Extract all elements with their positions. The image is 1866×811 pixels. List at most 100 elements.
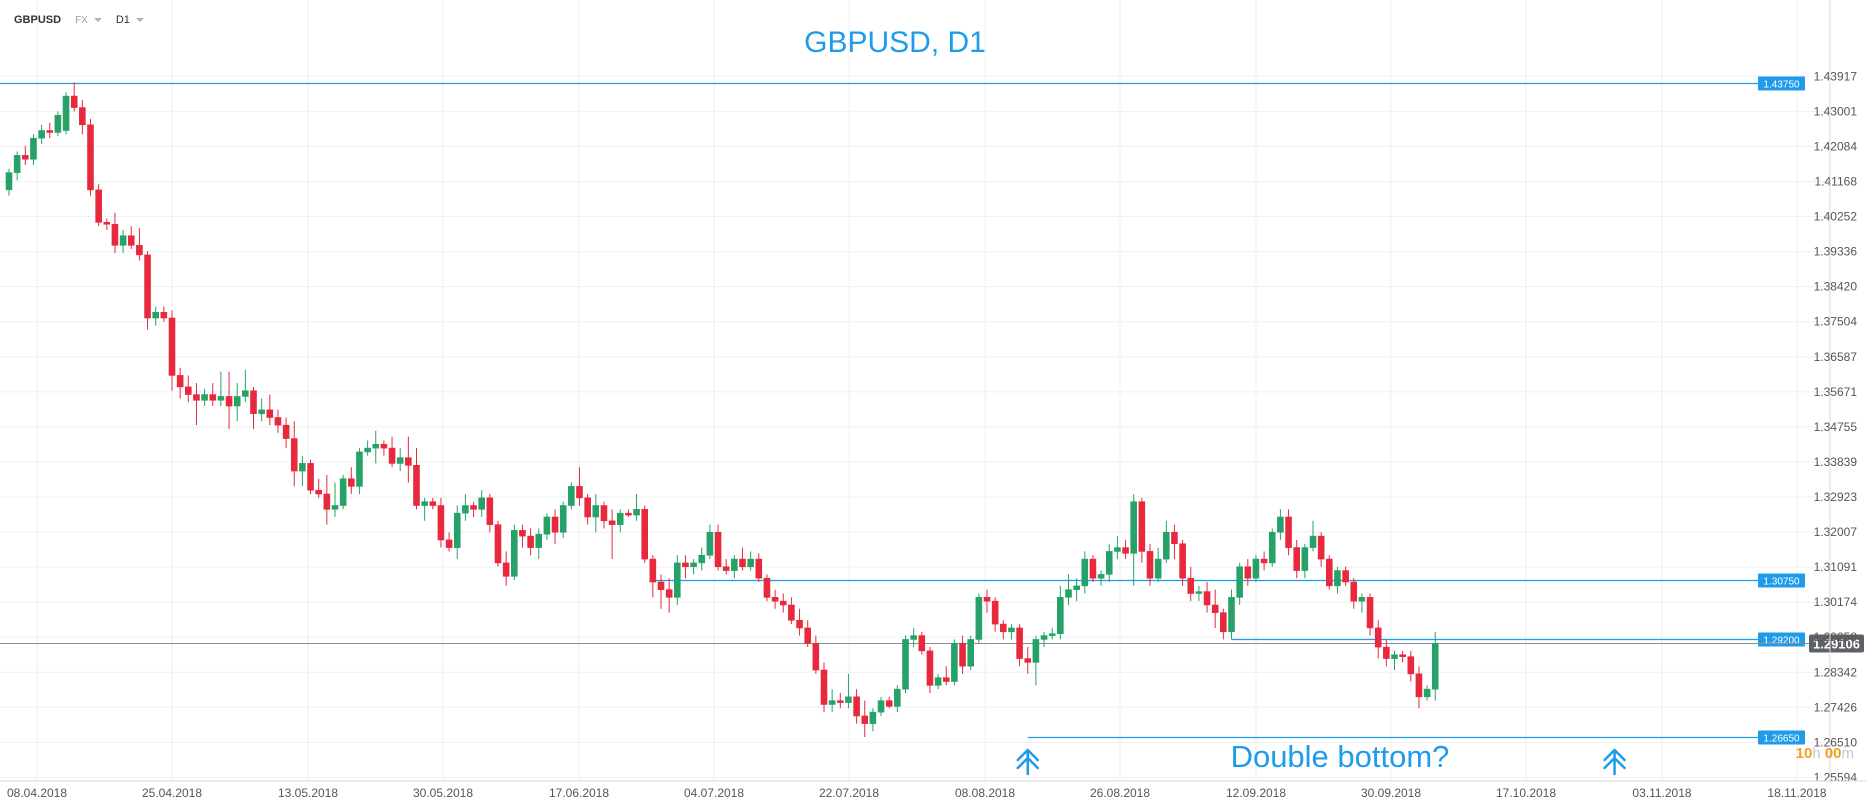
candle-body-up xyxy=(13,155,21,173)
x-tick-label: 17.10.2018 xyxy=(1496,786,1556,800)
level-badge-label: 1.29200 xyxy=(1763,636,1800,647)
candle-body-up xyxy=(372,443,380,449)
candle-body-down xyxy=(1220,612,1227,633)
candle-body-down xyxy=(445,539,453,548)
candle-body-up xyxy=(217,396,225,401)
candle-body-down xyxy=(1146,551,1154,579)
candle-body-down xyxy=(788,604,795,621)
candle-body-down xyxy=(991,600,999,625)
candle-body-down xyxy=(625,512,632,516)
level-badge xyxy=(1758,730,1805,745)
candle-body-up xyxy=(633,509,640,516)
up-arrow-icon xyxy=(1603,748,1626,776)
y-tick-label: 1.30174 xyxy=(1814,595,1858,609)
candle-body-down xyxy=(959,642,966,667)
candle-body-down xyxy=(942,677,950,682)
candle-body-up xyxy=(364,447,371,453)
candle-body-down xyxy=(1122,547,1129,554)
candle-body-up xyxy=(845,696,852,703)
candle-body-up xyxy=(1105,551,1113,575)
candle-body-down xyxy=(739,558,746,568)
candle-body-down xyxy=(437,505,445,541)
candle-body-up xyxy=(568,486,575,506)
candle-body-up xyxy=(1431,642,1439,690)
candle-body-down xyxy=(282,424,290,439)
countdown-hours-unit: h xyxy=(1812,745,1821,762)
candle-body-up xyxy=(1073,585,1080,590)
candle-body-down xyxy=(193,394,200,401)
candle-body-down xyxy=(836,700,844,703)
candle-body-up xyxy=(62,95,70,131)
candle-body-up xyxy=(1195,591,1203,594)
candle-body-down xyxy=(665,589,673,598)
candle-body-down xyxy=(502,562,510,577)
candle-body-down xyxy=(1211,604,1219,613)
level-lines: 1.43750 1.30750 1.29200 1.26650 1.29106 xyxy=(0,76,1864,745)
candle-body-down xyxy=(290,438,298,472)
candle-body-down xyxy=(1244,566,1252,579)
x-tick-label: 30.05.2018 xyxy=(413,786,473,800)
candle-body-down xyxy=(885,700,893,707)
candle-body-down xyxy=(796,619,803,629)
candle-body-up xyxy=(1358,597,1366,602)
x-tick-label: 17.06.2018 xyxy=(549,786,609,800)
candle-body-down xyxy=(1179,543,1186,579)
candle-body-up xyxy=(747,558,754,568)
candle-body-down xyxy=(168,317,176,376)
candle-body-down xyxy=(405,457,412,466)
candle-body-down xyxy=(323,493,331,510)
y-tick-label: 1.27426 xyxy=(1814,700,1858,714)
candle-body-up xyxy=(1154,558,1162,579)
candle-body-down xyxy=(771,597,779,602)
candle-body-up xyxy=(453,512,461,548)
candle-body-up xyxy=(690,562,697,568)
candle-body-down xyxy=(1374,627,1382,648)
candle-body-up xyxy=(1334,570,1341,587)
arrow-head xyxy=(1603,748,1626,762)
candle-body-up xyxy=(1252,558,1260,579)
timeframe-dropdown[interactable]: D1 xyxy=(116,14,144,26)
y-tick-label: 1.31091 xyxy=(1814,560,1858,574)
candle-body-down xyxy=(779,600,787,606)
candle-body-down xyxy=(527,535,534,548)
candle-body-down xyxy=(127,235,135,246)
candle-body-down xyxy=(1350,581,1358,602)
x-tick-label: 08.08.2018 xyxy=(955,786,1015,800)
candle-body-up xyxy=(1391,654,1398,659)
candle-body-up xyxy=(902,639,909,690)
candle-body-up xyxy=(706,531,714,556)
candle-body-up xyxy=(1309,535,1317,548)
candle-body-up xyxy=(1065,589,1072,598)
x-tick-label: 22.07.2018 xyxy=(819,786,879,800)
y-tick-label: 1.28342 xyxy=(1814,665,1858,679)
candle-body-down xyxy=(225,396,233,407)
candle-body-up xyxy=(1081,558,1089,587)
y-tick-label: 1.33839 xyxy=(1814,455,1858,469)
grid xyxy=(0,0,1830,781)
market-dropdown[interactable]: FX xyxy=(75,15,102,26)
candle-body-up xyxy=(910,635,917,640)
candle-body-down xyxy=(657,581,665,590)
countdown-hours: 10 xyxy=(1795,745,1813,762)
candle-body-down xyxy=(209,394,217,401)
candle-body-down xyxy=(682,562,689,568)
candle-body-down xyxy=(1016,627,1023,659)
candle-body-down xyxy=(853,696,860,717)
timeframe-label: D1 xyxy=(115,14,130,26)
candle-body-down xyxy=(608,520,616,525)
candle-body-down xyxy=(551,516,559,533)
candle-body-down xyxy=(144,254,151,319)
y-tick-label: 1.26510 xyxy=(1814,735,1858,749)
candle-body-down xyxy=(70,95,78,108)
candle-body-down xyxy=(861,715,869,724)
candle-body-down xyxy=(722,566,730,571)
double-bottom-annotation: Double bottom? xyxy=(1231,739,1450,774)
y-tick-label: 1.37504 xyxy=(1814,315,1858,329)
candle-body-up xyxy=(478,497,486,510)
candle-body-down xyxy=(576,486,583,499)
candle-body-down xyxy=(584,497,591,518)
candle-body-down xyxy=(926,650,934,686)
